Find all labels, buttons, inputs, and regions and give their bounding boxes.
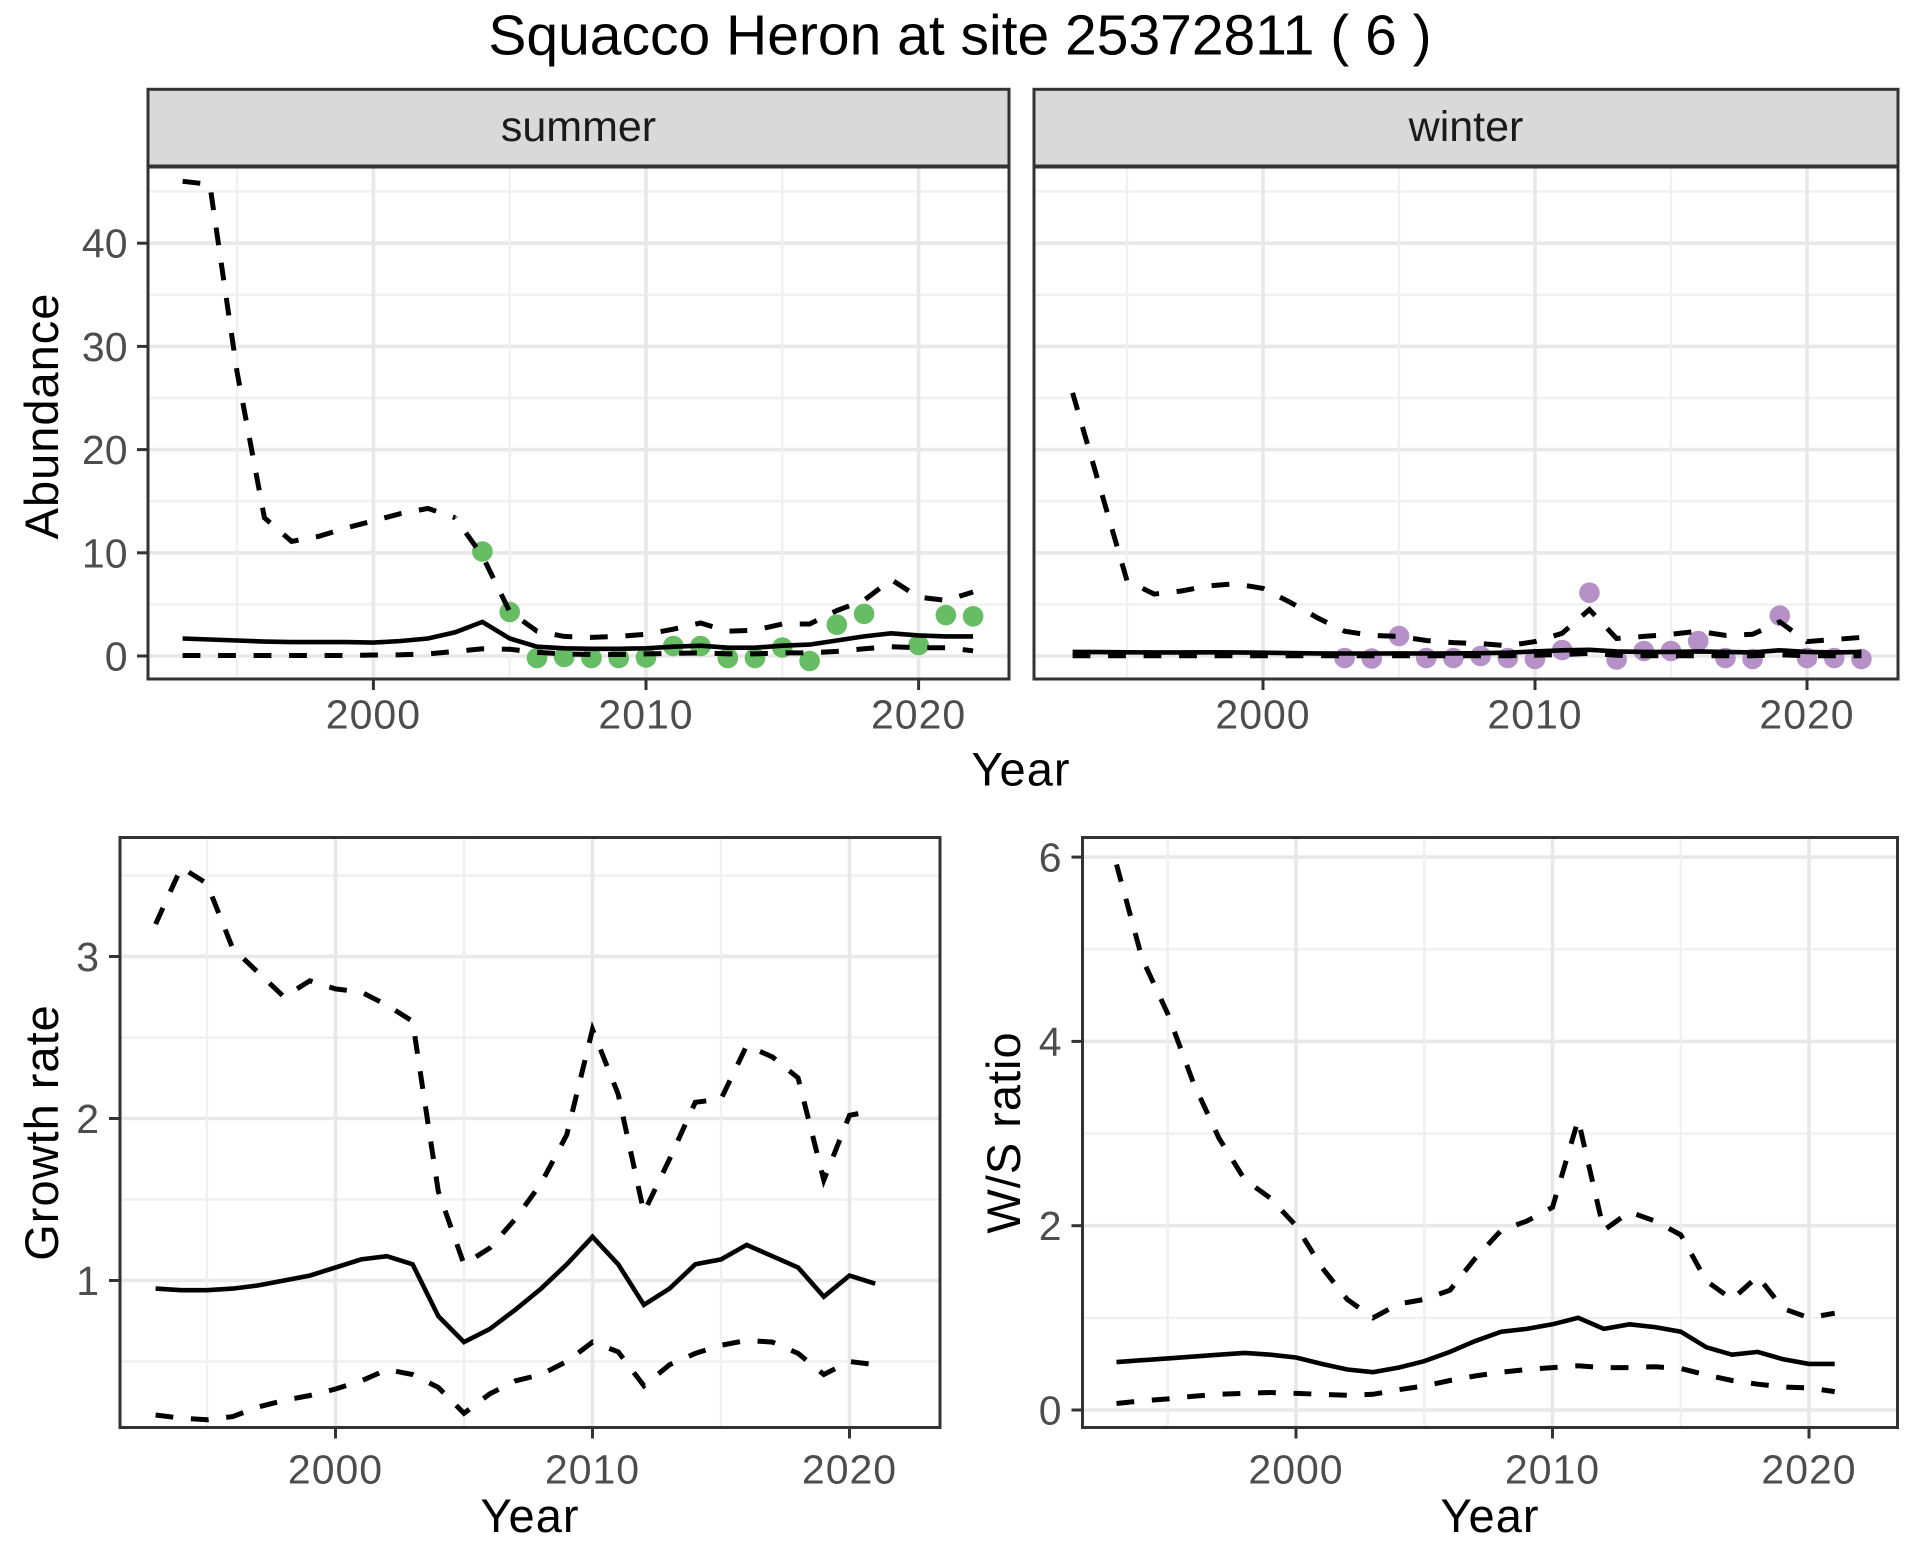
svg-text:2: 2 <box>1039 1203 1062 1249</box>
svg-text:0: 0 <box>105 634 128 680</box>
svg-text:40: 40 <box>82 221 128 267</box>
svg-text:2000: 2000 <box>1248 1447 1343 1493</box>
svg-text:Squacco Heron at site 25372811: Squacco Heron at site 25372811 ( 6 ) <box>488 4 1431 68</box>
svg-text:2010: 2010 <box>1505 1447 1600 1493</box>
svg-text:2000: 2000 <box>1215 692 1310 738</box>
svg-text:2: 2 <box>76 1096 99 1142</box>
svg-text:2010: 2010 <box>1487 692 1582 738</box>
svg-text:2020: 2020 <box>802 1447 897 1493</box>
svg-text:2010: 2010 <box>545 1447 640 1493</box>
svg-text:3: 3 <box>76 934 99 980</box>
svg-text:2010: 2010 <box>598 692 693 738</box>
svg-text:2020: 2020 <box>1761 1447 1856 1493</box>
svg-text:20: 20 <box>82 427 128 473</box>
svg-text:4: 4 <box>1039 1019 1062 1065</box>
svg-text:2000: 2000 <box>326 692 421 738</box>
svg-text:2020: 2020 <box>1759 692 1854 738</box>
svg-text:10: 10 <box>82 530 128 576</box>
svg-text:30: 30 <box>82 324 128 370</box>
svg-text:0: 0 <box>1039 1388 1062 1434</box>
svg-text:Year: Year <box>481 1489 580 1542</box>
svg-text:Year: Year <box>972 743 1071 796</box>
svg-text:1: 1 <box>76 1258 99 1304</box>
svg-text:2000: 2000 <box>288 1447 383 1493</box>
svg-text:summer: summer <box>501 103 656 151</box>
svg-text:Year: Year <box>1441 1489 1540 1542</box>
svg-text:6: 6 <box>1039 835 1062 881</box>
svg-text:winter: winter <box>1408 103 1524 151</box>
svg-text:Abundance: Abundance <box>15 293 68 540</box>
svg-text:Growth rate: Growth rate <box>15 1004 68 1261</box>
svg-text:W/S ratio: W/S ratio <box>977 1031 1030 1233</box>
svg-text:2020: 2020 <box>871 692 966 738</box>
